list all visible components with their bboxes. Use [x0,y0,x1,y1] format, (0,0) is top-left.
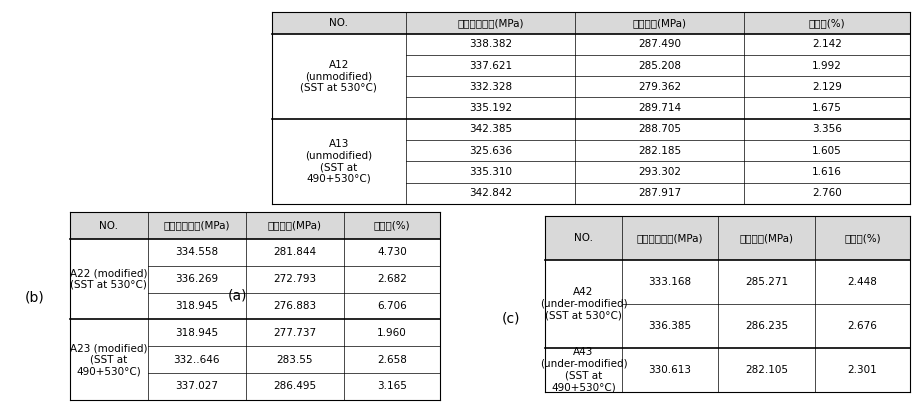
Text: 289.714: 289.714 [638,103,681,113]
Text: 연신율(%): 연신율(%) [845,233,880,243]
Text: 항복강도(MPa): 항복강도(MPa) [268,221,322,231]
Text: 279.362: 279.362 [638,82,681,92]
Text: 1.992: 1.992 [812,60,842,71]
Text: 282.185: 282.185 [638,146,681,156]
Text: NO.: NO. [99,221,119,231]
Bar [545,216,910,260]
Text: 항복강도(MPa): 항복강도(MPa) [740,233,794,243]
Text: 342.385: 342.385 [469,124,512,134]
Text: 1.960: 1.960 [378,328,407,338]
Text: 3.165: 3.165 [378,381,407,391]
Text: 335.192: 335.192 [469,103,512,113]
Text: 6.706: 6.706 [378,301,407,311]
Bar [545,348,910,392]
Text: 333.168: 333.168 [648,277,692,287]
Text: 2.658: 2.658 [378,355,407,365]
Text: 325.636: 325.636 [469,146,512,156]
Bar [70,212,440,239]
Text: 항복강도(MPa): 항복강도(MPa) [633,18,686,28]
Text: 285.271: 285.271 [745,277,788,287]
Text: 334.558: 334.558 [175,247,218,257]
Text: 335.310: 335.310 [469,167,512,177]
Text: 최대인장강도(MPa): 최대인장강도(MPa) [457,18,523,28]
Text: (b): (b) [25,291,45,305]
Text: 286.235: 286.235 [745,321,788,331]
Text: A12
(unmodified)
(SST at 530°C): A12 (unmodified) (SST at 530°C) [300,60,377,93]
Text: 288.705: 288.705 [638,124,681,134]
Text: 336.269: 336.269 [175,274,218,284]
Text: 2.129: 2.129 [812,82,842,92]
Text: 2.301: 2.301 [847,365,878,375]
Text: 287.917: 287.917 [638,188,681,198]
Text: 318.945: 318.945 [175,328,218,338]
Text: 연신율(%): 연신율(%) [374,221,411,231]
Text: 332..646: 332..646 [173,355,220,365]
Text: (c): (c) [502,311,520,325]
Text: 338.382: 338.382 [469,39,512,49]
Text: 277.737: 277.737 [274,328,317,338]
Text: 286.495: 286.495 [274,381,317,391]
Text: 2.448: 2.448 [847,277,878,287]
Text: 337.621: 337.621 [469,60,512,71]
Text: 1.616: 1.616 [812,167,842,177]
Text: 337.027: 337.027 [175,381,218,391]
Text: NO.: NO. [329,18,348,28]
Text: 3.356: 3.356 [812,124,842,134]
Text: 283.55: 283.55 [276,355,313,365]
Text: 2.760: 2.760 [812,188,842,198]
Text: 최대인장강도(MPa): 최대인장강도(MPa) [164,221,230,231]
Text: 342.842: 342.842 [469,188,512,198]
Text: 276.883: 276.883 [274,301,317,311]
Text: 282.105: 282.105 [745,365,788,375]
Text: 272.793: 272.793 [274,274,317,284]
Bar [70,239,440,319]
Text: (a): (a) [227,289,248,303]
Text: 330.613: 330.613 [648,365,692,375]
Text: 332.328: 332.328 [469,82,512,92]
Bar [272,33,910,119]
Text: 1.675: 1.675 [812,103,842,113]
Text: 285.208: 285.208 [638,60,681,71]
Text: 2.676: 2.676 [847,321,878,331]
Text: 1.605: 1.605 [812,146,842,156]
Text: 318.945: 318.945 [175,301,218,311]
Text: A43
(under-modified)
(SST at
490+530°C): A43 (under-modified) (SST at 490+530°C) [540,347,627,392]
Text: 최대인장강도(MPa): 최대인장강도(MPa) [637,233,704,243]
Bar [272,12,910,33]
Text: A13
(unmodified)
(SST at
490+530°C): A13 (unmodified) (SST at 490+530°C) [305,139,372,184]
Text: 4.730: 4.730 [378,247,407,257]
Text: 287.490: 287.490 [638,39,681,49]
Text: A22 (modified)
(SST at 530°C): A22 (modified) (SST at 530°C) [70,268,147,290]
Text: 336.385: 336.385 [648,321,692,331]
Text: 2.142: 2.142 [812,39,842,49]
Text: 281.844: 281.844 [274,247,317,257]
Text: NO.: NO. [574,233,593,243]
Bar [545,260,910,348]
Bar [70,319,440,400]
Text: A23 (modified)
(SST at
490+530°C): A23 (modified) (SST at 490+530°C) [70,343,147,376]
Text: A42
(under-modified)
(SST at 530°C): A42 (under-modified) (SST at 530°C) [540,287,627,321]
Bar [272,119,910,204]
Text: 연신율(%): 연신율(%) [809,18,845,28]
Text: 293.302: 293.302 [638,167,681,177]
Text: 2.682: 2.682 [378,274,407,284]
